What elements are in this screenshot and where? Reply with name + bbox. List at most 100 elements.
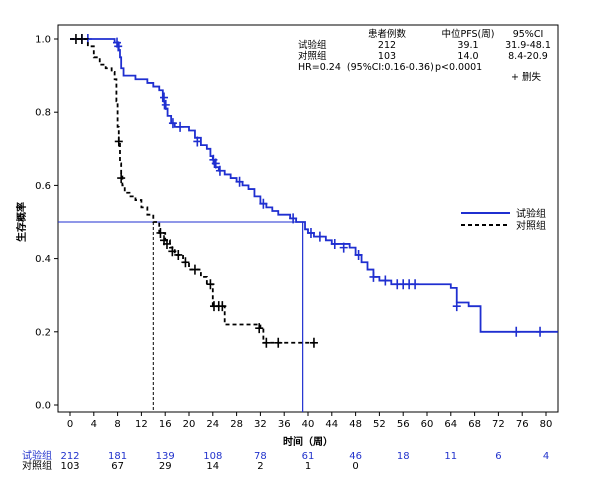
censor-mark <box>255 323 264 334</box>
curve-experimental <box>70 38 558 333</box>
legend-label-exp: 试验组 <box>516 207 546 220</box>
x-tick-label: 48 <box>349 419 362 430</box>
x-tick-label: 32 <box>254 419 267 430</box>
censor-mark <box>114 41 123 52</box>
risk-count: 46 <box>349 451 362 462</box>
censor-mark <box>411 279 420 290</box>
risk-count: 78 <box>254 451 267 462</box>
y-tick-label: 0.4 <box>35 254 51 265</box>
censor-mark <box>174 249 183 260</box>
censor-mark <box>218 301 227 312</box>
risk-count: 1 <box>305 461 311 472</box>
censor-mark <box>190 264 199 275</box>
risk-count: 212 <box>60 451 79 462</box>
x-tick-label: 16 <box>159 419 172 430</box>
stats-row-exp-label: 试验组 <box>298 39 327 51</box>
median-lines <box>58 221 304 412</box>
censor-legend: + 删失 <box>511 71 541 83</box>
censor-mark <box>117 173 126 184</box>
risk-count: 18 <box>397 451 410 462</box>
risk-count: 67 <box>111 461 124 472</box>
censor-mark <box>536 326 545 337</box>
stats-row-ctl-ci: 8.4-20.9 <box>508 51 548 62</box>
censor-mark <box>262 337 271 348</box>
survival-curves <box>70 34 558 348</box>
legend-label-ctl: 对照组 <box>516 219 546 232</box>
censor-mark <box>381 275 390 286</box>
plot-axes: 0 4 8 12 16 20 24 28 32 36 40 44 48 52 56 60 64 68 72 76 800… <box>35 24 559 430</box>
x-tick-label: 0 <box>67 419 73 430</box>
stats-header-n: 患者例数 <box>368 28 407 40</box>
censor-mark <box>235 176 244 187</box>
censor-mark <box>211 158 220 169</box>
censor-mark <box>274 337 283 348</box>
x-axis-label: 时间（周） <box>283 435 333 448</box>
x-tick-label: 8 <box>114 419 120 430</box>
x-tick-label: 28 <box>230 419 243 430</box>
risk-count: 108 <box>203 451 222 462</box>
censor-mark <box>215 165 224 176</box>
x-tick-label: 20 <box>183 419 196 430</box>
x-tick-label: 44 <box>325 419 338 430</box>
stats-row-ctl-median: 14.0 <box>457 51 478 62</box>
risk-count: 2 <box>257 461 263 472</box>
censor-mark <box>77 34 86 44</box>
x-tick-label: 24 <box>206 419 219 430</box>
censor-mark <box>193 136 202 147</box>
x-tick-label: 80 <box>540 419 553 430</box>
censor-mark <box>309 337 318 348</box>
risk-count: 14 <box>206 461 219 472</box>
risk-count: 103 <box>60 461 79 472</box>
risk-count: 0 <box>352 461 358 472</box>
risk-count: 6 <box>495 451 501 462</box>
censor-mark <box>176 121 185 132</box>
censor-mark <box>168 118 177 129</box>
stats-header-median: 中位PFS(周) <box>442 28 495 40</box>
stats-row-exp-median: 39.1 <box>457 40 478 51</box>
x-tick-label: 40 <box>302 419 315 430</box>
x-tick-label: 60 <box>421 419 434 430</box>
y-axis-label: 生存概率 <box>15 202 28 242</box>
x-tick-label: 72 <box>492 419 505 430</box>
x-tick-label: 76 <box>516 419 529 430</box>
stats-header-ci: 95%CI <box>513 29 544 40</box>
risk-table: 试验组 212 181 139 108 78 61 46 18 11 6 4 对照组 103 67 29 14 2… <box>22 449 549 472</box>
censor-mark <box>369 271 378 282</box>
censor-mark <box>161 99 170 110</box>
stats-row-exp-ci: 31.9-48.1 <box>505 40 551 51</box>
censor-mark <box>330 238 339 249</box>
x-tick-label: 4 <box>91 419 97 430</box>
censor-mark <box>289 213 298 224</box>
stats-row-ctl-label: 对照组 <box>298 50 327 62</box>
risk-count: 181 <box>108 451 127 462</box>
censor-mark <box>160 92 169 103</box>
legend: 试验组 对照组 <box>461 207 546 232</box>
risk-count: 4 <box>543 451 549 462</box>
censor-mark <box>315 231 324 242</box>
y-tick-label: 0.6 <box>35 181 51 192</box>
censor-mark <box>181 257 190 268</box>
risk-count: 29 <box>159 461 172 472</box>
stats-row-ctl-n: 103 <box>378 51 396 62</box>
censor-mark <box>259 198 268 209</box>
risk-row-label: 试验组 <box>22 449 52 462</box>
x-tick-label: 64 <box>444 419 457 430</box>
censor-mark <box>339 242 348 253</box>
risk-count: 11 <box>444 451 457 462</box>
y-tick-label: 0.2 <box>35 327 51 338</box>
censor-mark <box>156 227 165 238</box>
censor-mark <box>354 249 363 260</box>
censor-mark <box>114 136 123 147</box>
stats-hr: HR=0.24 (95%CI:0.16-0.36) <box>298 62 434 73</box>
x-tick-label: 56 <box>397 419 410 430</box>
y-tick-label: 0.0 <box>35 401 51 412</box>
x-tick-label: 36 <box>278 419 291 430</box>
y-tick-label: 0.8 <box>35 108 51 119</box>
stats-row-exp-n: 212 <box>378 40 396 51</box>
censor-mark <box>162 238 171 249</box>
censor-mark <box>452 301 461 312</box>
censor-mark <box>206 279 215 290</box>
x-tick-label: 12 <box>135 419 148 430</box>
x-tick-label: 52 <box>373 419 386 430</box>
